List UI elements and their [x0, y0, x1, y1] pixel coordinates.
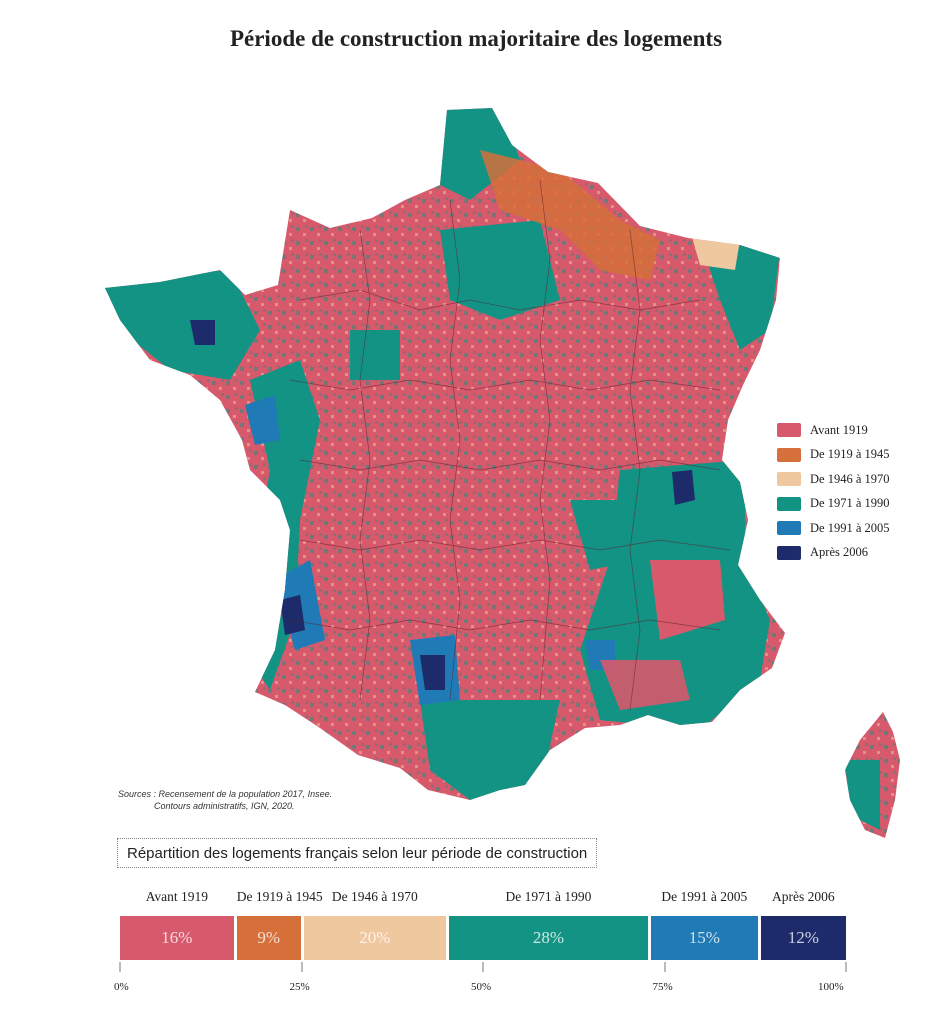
- segment-label: De 1946 à 1970: [331, 889, 418, 904]
- legend-label: Avant 1919: [810, 422, 868, 437]
- legend-item-apres-2006: Après 2006: [777, 541, 890, 566]
- region-geneva-darkblue: [672, 470, 695, 505]
- region-provence-pink: [600, 660, 690, 710]
- bar-segment: 20%: [303, 916, 446, 960]
- legend-label: De 1946 à 1970: [810, 471, 890, 486]
- legend-item-1991-2005: De 1991 à 2005: [777, 516, 890, 541]
- bar-segment: 16%: [120, 916, 234, 960]
- legend-swatch: [777, 496, 801, 511]
- map-legend: Avant 1919 De 1919 à 1945 De 1946 à 1970…: [777, 418, 890, 565]
- legend-item-1919-1945: De 1919 à 1945: [777, 443, 890, 468]
- axis-tick: [845, 962, 847, 972]
- legend-swatch: [777, 423, 801, 438]
- axis-label: 100%: [818, 981, 844, 993]
- legend-label: De 1919 à 1945: [810, 447, 890, 462]
- map-title: Période de construction majoritaire des …: [229, 26, 723, 51]
- sources-line: Sources : Recensement de la population 2…: [118, 789, 333, 799]
- region-loire-teal: [350, 330, 400, 380]
- axis-label: 75%: [652, 981, 673, 993]
- bar-segment: 12%: [760, 916, 846, 960]
- segment-label: Avant 1919: [145, 889, 209, 904]
- axis-label: 50%: [471, 981, 492, 993]
- segment-label: De 1919 à 1945: [236, 889, 323, 904]
- bar-segment: 9%: [236, 916, 301, 960]
- region-alps-pink: [650, 560, 725, 640]
- legend-item-avant-1919: Avant 1919: [777, 418, 890, 443]
- axis-tick: [482, 962, 484, 972]
- legend-swatch: [777, 521, 801, 536]
- segment-label: De 1971 à 1990: [505, 889, 592, 904]
- legend-swatch: [777, 472, 801, 487]
- legend-item-1971-1990: De 1971 à 1990: [777, 492, 890, 517]
- bar-segment: 15%: [651, 916, 758, 960]
- segment-label: Après 2006: [772, 889, 835, 904]
- sources-note: Sources : Recensement de la population 2…: [118, 788, 332, 812]
- sources-line: Contours administratifs, IGN, 2020.: [154, 801, 295, 811]
- region-paris-teal: [440, 220, 560, 320]
- region-brittany-teal: [105, 270, 260, 380]
- distribution-title: Répartition des logements français selon…: [117, 838, 598, 868]
- axis-tick: [663, 962, 666, 972]
- legend-swatch: [777, 545, 801, 560]
- axis-tick: [300, 962, 303, 972]
- axis-label: 0%: [114, 981, 129, 993]
- legend-swatch: [777, 447, 801, 462]
- department-borders: [289, 179, 731, 711]
- segment-label: De 1991 à 2005: [661, 889, 748, 904]
- region-brittany-darkblue: [190, 320, 215, 345]
- axis-label: 25%: [289, 981, 310, 993]
- region-mediterranean-teal: [420, 700, 560, 800]
- legend-item-1946-1970: De 1946 à 1970: [777, 467, 890, 492]
- legend-label: De 1971 à 1990: [810, 496, 890, 511]
- region-lyon-teal: [570, 500, 640, 570]
- region-bordeaux-darkblue: [280, 595, 305, 635]
- axis-tick: [119, 962, 121, 972]
- region-toulouse-darkblue: [420, 655, 445, 690]
- bar-segment: 28%: [448, 916, 649, 960]
- region-vendee-blue: [245, 395, 280, 445]
- region-corsica-teal: [845, 760, 880, 830]
- legend-label: De 1991 à 2005: [810, 520, 890, 535]
- region-north-orange: [480, 150, 660, 280]
- legend-label: Après 2006: [810, 545, 868, 560]
